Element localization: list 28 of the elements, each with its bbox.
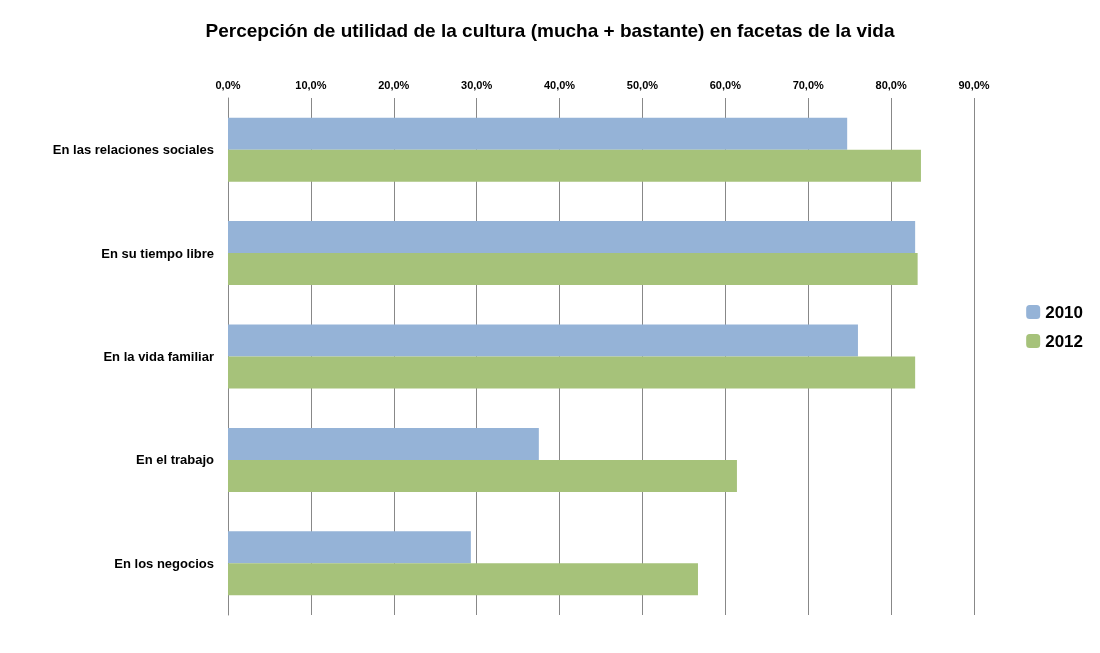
x-tick-label: 30,0% [461,78,493,91]
bar [228,117,848,150]
y-tick-label: En su tiempo libre [101,245,214,261]
bar [228,427,539,460]
x-tick-label: 90,0% [958,78,990,91]
y-tick-label: En el trabajo [135,452,215,468]
bar [228,563,698,596]
x-tick-label: 70,0% [792,78,825,91]
y-tick-label: En la vida familiar [103,349,214,364]
y-tick-label: En las relaciones sociales [52,142,214,158]
x-tick-label: 10,0% [295,78,327,91]
x-tick-label: 20,0% [378,78,410,91]
bar [228,149,921,182]
x-tick-label: 60,0% [709,78,742,91]
x-tick-label: 0,0% [215,78,241,91]
x-tick-label: 40,0% [543,78,576,91]
bar [228,221,916,254]
y-tick-label: En los negocios [114,555,214,571]
chart-title: Percepción de utilidad de la cultura (mucha + bastante) en facetas de la vida [205,20,895,41]
bar [228,324,858,357]
x-tick-label: 50,0% [626,78,659,91]
bar [228,531,471,564]
bar [228,459,737,492]
legend-label: 2010 [1045,302,1084,322]
x-tick-label: 80,0% [875,78,907,91]
legend-label: 2012 [1045,331,1084,351]
bar [228,253,918,286]
bar [228,356,916,389]
